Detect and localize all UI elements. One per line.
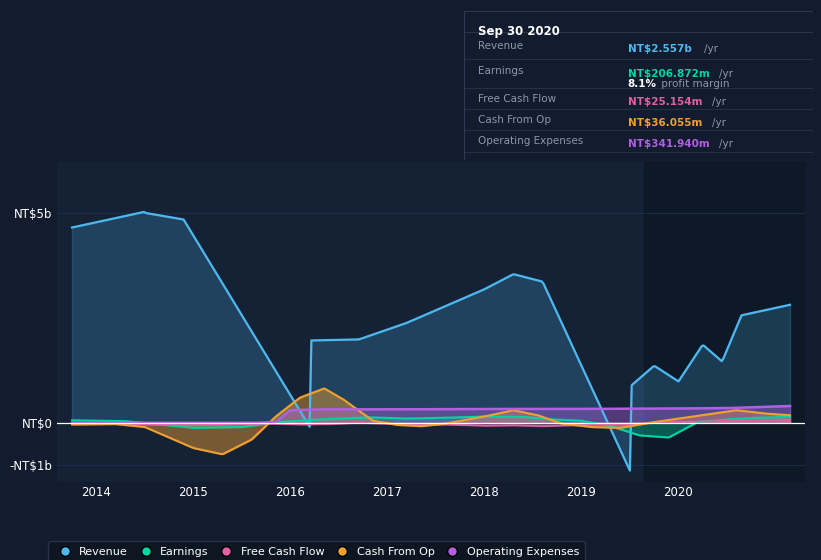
Text: Free Cash Flow: Free Cash Flow xyxy=(478,94,556,104)
Text: Sep 30 2020: Sep 30 2020 xyxy=(478,25,560,38)
Text: Cash From Op: Cash From Op xyxy=(478,115,551,125)
Text: 8.1%: 8.1% xyxy=(628,80,657,90)
Text: /yr: /yr xyxy=(712,97,726,108)
Text: Revenue: Revenue xyxy=(478,41,523,51)
Text: NT$206.872m: NT$206.872m xyxy=(628,69,709,79)
Legend: Revenue, Earnings, Free Cash Flow, Cash From Op, Operating Expenses: Revenue, Earnings, Free Cash Flow, Cash … xyxy=(48,542,585,560)
Text: Operating Expenses: Operating Expenses xyxy=(478,136,583,146)
Text: NT$2.557b: NT$2.557b xyxy=(628,44,692,54)
Bar xyxy=(644,162,821,482)
Text: NT$36.055m: NT$36.055m xyxy=(628,118,702,128)
Text: /yr: /yr xyxy=(704,44,718,54)
Text: Earnings: Earnings xyxy=(478,66,523,76)
Text: /yr: /yr xyxy=(712,118,726,128)
Text: profit margin: profit margin xyxy=(658,80,729,90)
Text: /yr: /yr xyxy=(719,139,733,149)
Text: /yr: /yr xyxy=(719,69,733,79)
Text: NT$25.154m: NT$25.154m xyxy=(628,97,702,108)
Text: NT$341.940m: NT$341.940m xyxy=(628,139,709,149)
